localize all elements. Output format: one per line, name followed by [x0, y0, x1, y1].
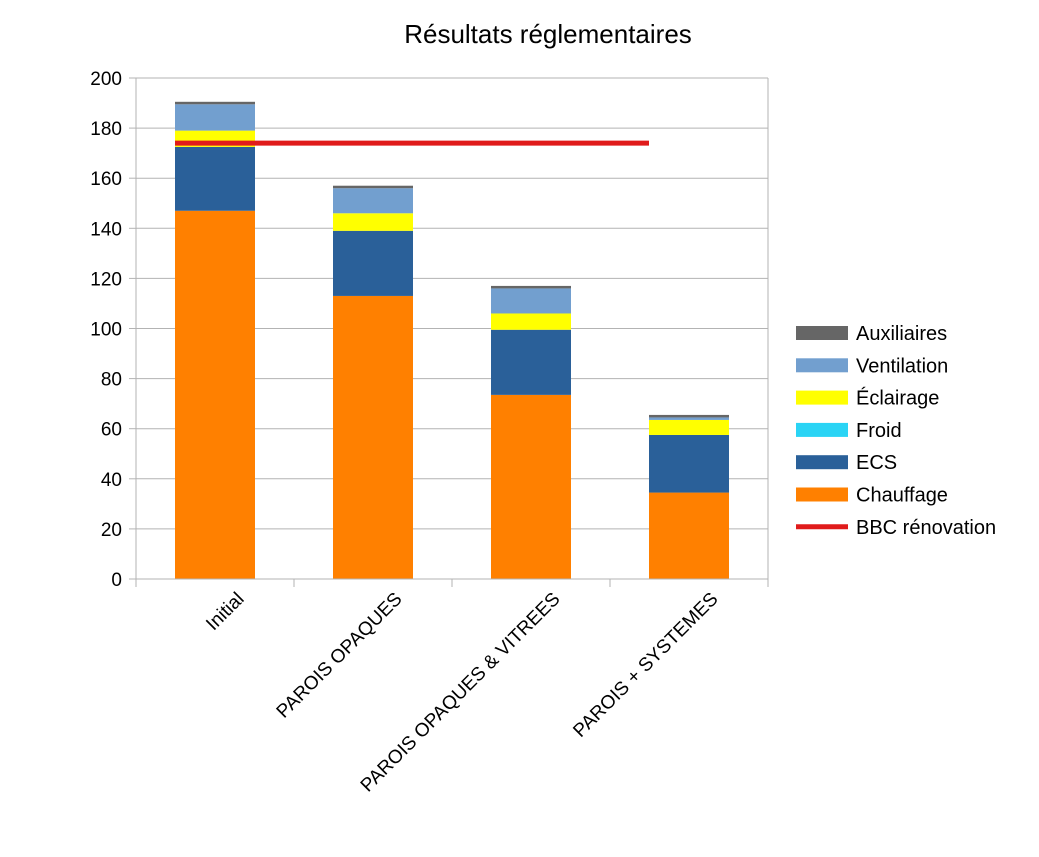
- bar-segment-ventilation: [175, 104, 255, 131]
- legend-label: Éclairage: [856, 387, 939, 410]
- legend-label: Ventilation: [856, 355, 948, 377]
- bar-segment-eclairage: [333, 213, 413, 231]
- bar-segment-ecs: [649, 434, 729, 493]
- bar-segment-ecs: [333, 230, 413, 296]
- x-category-label: Initial: [202, 589, 248, 635]
- y-tick-label: 80: [101, 370, 122, 391]
- legend-swatch: [796, 390, 848, 405]
- y-tick-label: 20: [101, 520, 122, 541]
- bar-segment-ventilation: [491, 288, 571, 314]
- legend-swatch: [796, 455, 848, 470]
- y-tick-label: 40: [101, 470, 122, 491]
- bar-segment-auxiliaires: [333, 185, 413, 189]
- y-tick-label: 160: [90, 169, 122, 190]
- legend-label: ECS: [856, 452, 897, 474]
- bar-segment-auxiliaires: [491, 285, 571, 289]
- bar-segment-ventilation: [333, 188, 413, 214]
- bar-segment-ecs: [491, 329, 571, 395]
- legend: Auxiliaires Ventilation Éclairage Froid ECS C…: [796, 323, 996, 539]
- axes: [135, 78, 769, 587]
- bar-segment-chauffage: [649, 492, 729, 579]
- bars: [175, 101, 729, 579]
- legend-label: BBC rénovation: [856, 517, 996, 539]
- bar-segment-chauffage: [491, 394, 571, 579]
- bar-segment-ventilation: [649, 417, 729, 420]
- legend-swatch: [796, 358, 848, 373]
- bar-segment-auxiliaires: [175, 101, 255, 105]
- y-axis-ticks: 0 20 40 60 80 100 120 140 160 180 200: [90, 69, 136, 591]
- y-tick-label: 180: [90, 119, 122, 140]
- bar-segment-eclairage: [491, 313, 571, 330]
- x-category-label: PAROIS OPAQUES: [273, 589, 407, 723]
- bar-segment-ecs: [175, 146, 255, 211]
- bar-segment-chauffage: [333, 295, 413, 579]
- legend-label: Froid: [856, 420, 902, 442]
- bar-segment-chauffage: [175, 210, 255, 579]
- y-tick-label: 120: [90, 269, 122, 290]
- legend-swatch: [796, 487, 848, 502]
- bar-segment-auxiliaires: [649, 414, 729, 418]
- y-tick-label: 100: [90, 320, 122, 341]
- legend-label: Auxiliaires: [856, 323, 947, 345]
- legend-swatch: [796, 326, 848, 340]
- y-tick-label: 60: [101, 420, 122, 441]
- legend-label: Chauffage: [856, 485, 948, 507]
- x-category-label: PAROIS + SYSTEMES: [569, 589, 722, 742]
- chart-title: Résultats réglementaires: [404, 19, 692, 49]
- y-tick-label: 140: [90, 219, 122, 240]
- legend-swatch: [796, 422, 848, 437]
- bar-segment-eclairage: [649, 419, 729, 435]
- y-tick-label: 200: [90, 69, 122, 90]
- y-tick-label: 0: [111, 570, 122, 591]
